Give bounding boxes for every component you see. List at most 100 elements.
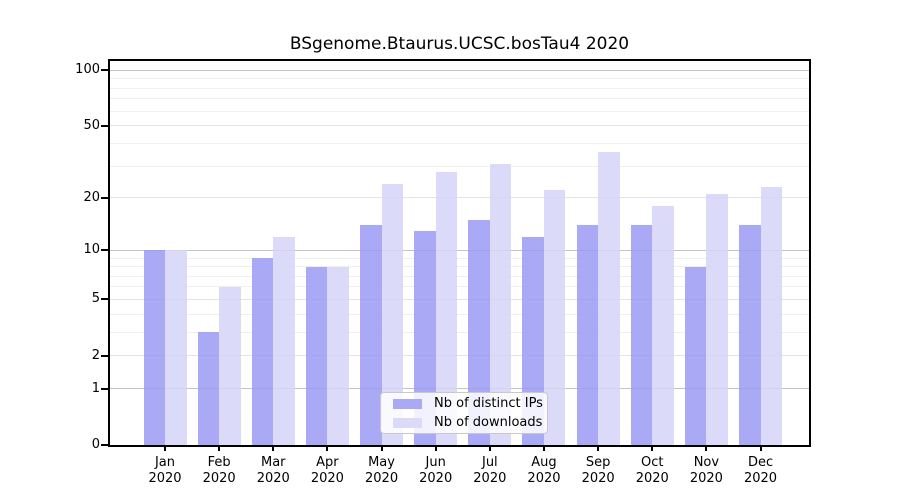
x-tick-label-line: May [368, 455, 395, 470]
x-tick-label-line: 2020 [419, 471, 453, 486]
y-tick-label: 50 [83, 117, 100, 133]
x-tick-label-line: Feb [207, 455, 231, 470]
bar-nb-of-distinct-ips-nov-2020 [684, 266, 707, 445]
bar-nb-of-distinct-ips-jul-2020 [468, 219, 490, 445]
y-tick-label: 10 [83, 242, 100, 258]
x-tick-label-mar-2020: Mar 2020 [243, 455, 303, 487]
x-tick-label-jun-2020: Jun 2020 [406, 455, 466, 487]
bar-nb-of-distinct-ips-may-2020 [360, 225, 382, 445]
x-tick-label-line: Sep [585, 455, 611, 470]
y-tick-5 [101, 298, 108, 301]
bar-nb-of-distinct-ips-oct-2020 [630, 225, 653, 445]
x-tick-dec-2020 [759, 445, 762, 451]
x-tick-label-apr-2020: Apr 2020 [297, 455, 357, 487]
bar-nb-of-distinct-ips-jun-2020 [414, 230, 436, 445]
x-tick-label-line: 2020 [256, 471, 290, 486]
x-tick-sep-2020 [597, 445, 600, 451]
x-tick-label-line: 2020 [635, 471, 669, 486]
gridline-mid-5 [110, 298, 809, 300]
gridline-minor-8 [110, 266, 809, 268]
y-tick-100 [101, 69, 108, 72]
nb-of-downloads-swatch [393, 417, 422, 428]
x-tick-label-line: Mar [261, 455, 286, 470]
x-tick-label-line: Jun [425, 455, 446, 470]
gridline-major-1 [110, 388, 809, 390]
x-tick-label-line: Nov [693, 455, 720, 470]
x-tick-label-line: 2020 [148, 471, 182, 486]
gridline-minor-80 [110, 87, 809, 89]
x-tick-label-line: 2020 [310, 471, 344, 486]
x-tick-aug-2020 [542, 445, 545, 451]
y-tick-label: 20 [83, 189, 100, 205]
x-tick-label-line: Jul [481, 455, 498, 470]
chart-title: BSgenome.Btaurus.UCSC.bosTau4 2020 [289, 34, 630, 54]
x-tick-oct-2020 [651, 445, 654, 451]
x-tick-label-feb-2020: Feb 2020 [189, 455, 249, 487]
bar-nb-of-distinct-ips-jan-2020 [143, 250, 165, 445]
x-tick-label-may-2020: May 2020 [352, 455, 412, 487]
y-tick-label: 0 [91, 437, 100, 452]
y-tick-0 [101, 444, 108, 446]
x-tick-label-line: 2020 [473, 471, 507, 486]
y-tick-label: 1 [91, 380, 100, 396]
bar-nb-of-distinct-ips-mar-2020 [251, 258, 274, 445]
x-tick-label-line: Oct [641, 455, 664, 470]
gridline-minor-60 [110, 110, 809, 112]
x-tick-label-line: Apr [316, 455, 339, 470]
x-tick-jan-2020 [164, 445, 166, 451]
x-tick-label-line: 2020 [527, 471, 561, 486]
x-tick-nov-2020 [705, 445, 708, 451]
bar-nb-of-distinct-ips-feb-2020 [197, 332, 220, 445]
x-tick-label-jan-2020: Jan 2020 [135, 455, 195, 487]
y-tick-10 [101, 249, 108, 252]
x-tick-label-line: 2020 [365, 471, 399, 486]
legend-label: Nb of distinct IPs [434, 395, 543, 411]
x-tick-label-line: 2020 [581, 471, 615, 486]
x-tick-label-dec-2020: Dec 2020 [731, 455, 791, 487]
y-tick-label: 2 [91, 347, 100, 363]
bar-nb-of-downloads-nov-2020 [706, 193, 728, 445]
bar-nb-of-downloads-may-2020 [381, 183, 404, 445]
bar-nb-of-downloads-feb-2020 [219, 286, 241, 445]
gridline-mid-2 [110, 355, 809, 357]
bar-nb-of-distinct-ips-apr-2020 [305, 266, 328, 445]
gridline-minor-3 [110, 331, 809, 333]
gridline-mid-20 [110, 197, 809, 199]
x-tick-label-jul-2020: Jul 2020 [460, 455, 520, 487]
x-tick-feb-2020 [218, 445, 221, 451]
gridline-major-10 [110, 249, 809, 251]
gridline-minor-9 [110, 257, 809, 259]
y-tick-1 [101, 387, 108, 390]
x-tick-label-oct-2020: Oct 2020 [622, 455, 682, 487]
y-tick-2 [101, 354, 108, 357]
bar-nb-of-downloads-jun-2020 [435, 171, 458, 445]
y-tick-20 [101, 196, 108, 199]
x-tick-may-2020 [380, 445, 383, 451]
x-tick-apr-2020 [326, 445, 329, 451]
x-tick-label-line: Aug [531, 455, 557, 470]
bar-nb-of-downloads-dec-2020 [760, 186, 783, 445]
legend-label: Nb of downloads [434, 414, 543, 430]
chart-legend: Nb of distinct IPs Nb of downloads [380, 392, 548, 434]
plot-area: Nb of distinct IPs Nb of downloads 0 1 2 5 10… [75, 59, 811, 486]
gridline-minor-6 [110, 286, 809, 288]
x-tick-label-line: 2020 [689, 471, 723, 486]
bar-nb-of-downloads-mar-2020 [273, 236, 295, 445]
legend-item-nb-of-downloads: Nb of downloads [393, 414, 547, 430]
x-tick-jul-2020 [488, 445, 491, 451]
bar-nb-of-downloads-apr-2020 [327, 266, 349, 445]
nb-of-distinct-ips-swatch [393, 398, 422, 409]
gridline-minor-30 [110, 165, 809, 167]
gridline-mid-50 [110, 125, 809, 127]
bar-nb-of-distinct-ips-dec-2020 [739, 225, 761, 445]
x-tick-label-line: 2020 [743, 471, 778, 486]
gridline-minor-4 [110, 313, 809, 315]
x-tick-label-line: 2020 [202, 471, 236, 486]
gridline-minor-40 [110, 142, 809, 144]
legend-item-nb-of-distinct-ips: Nb of distinct IPs [393, 395, 547, 411]
y-tick-label: 100 [75, 62, 100, 78]
y-tick-label: 5 [91, 291, 100, 307]
x-tick-label-nov-2020: Nov 2020 [676, 455, 736, 487]
bar-nb-of-downloads-oct-2020 [652, 205, 674, 445]
